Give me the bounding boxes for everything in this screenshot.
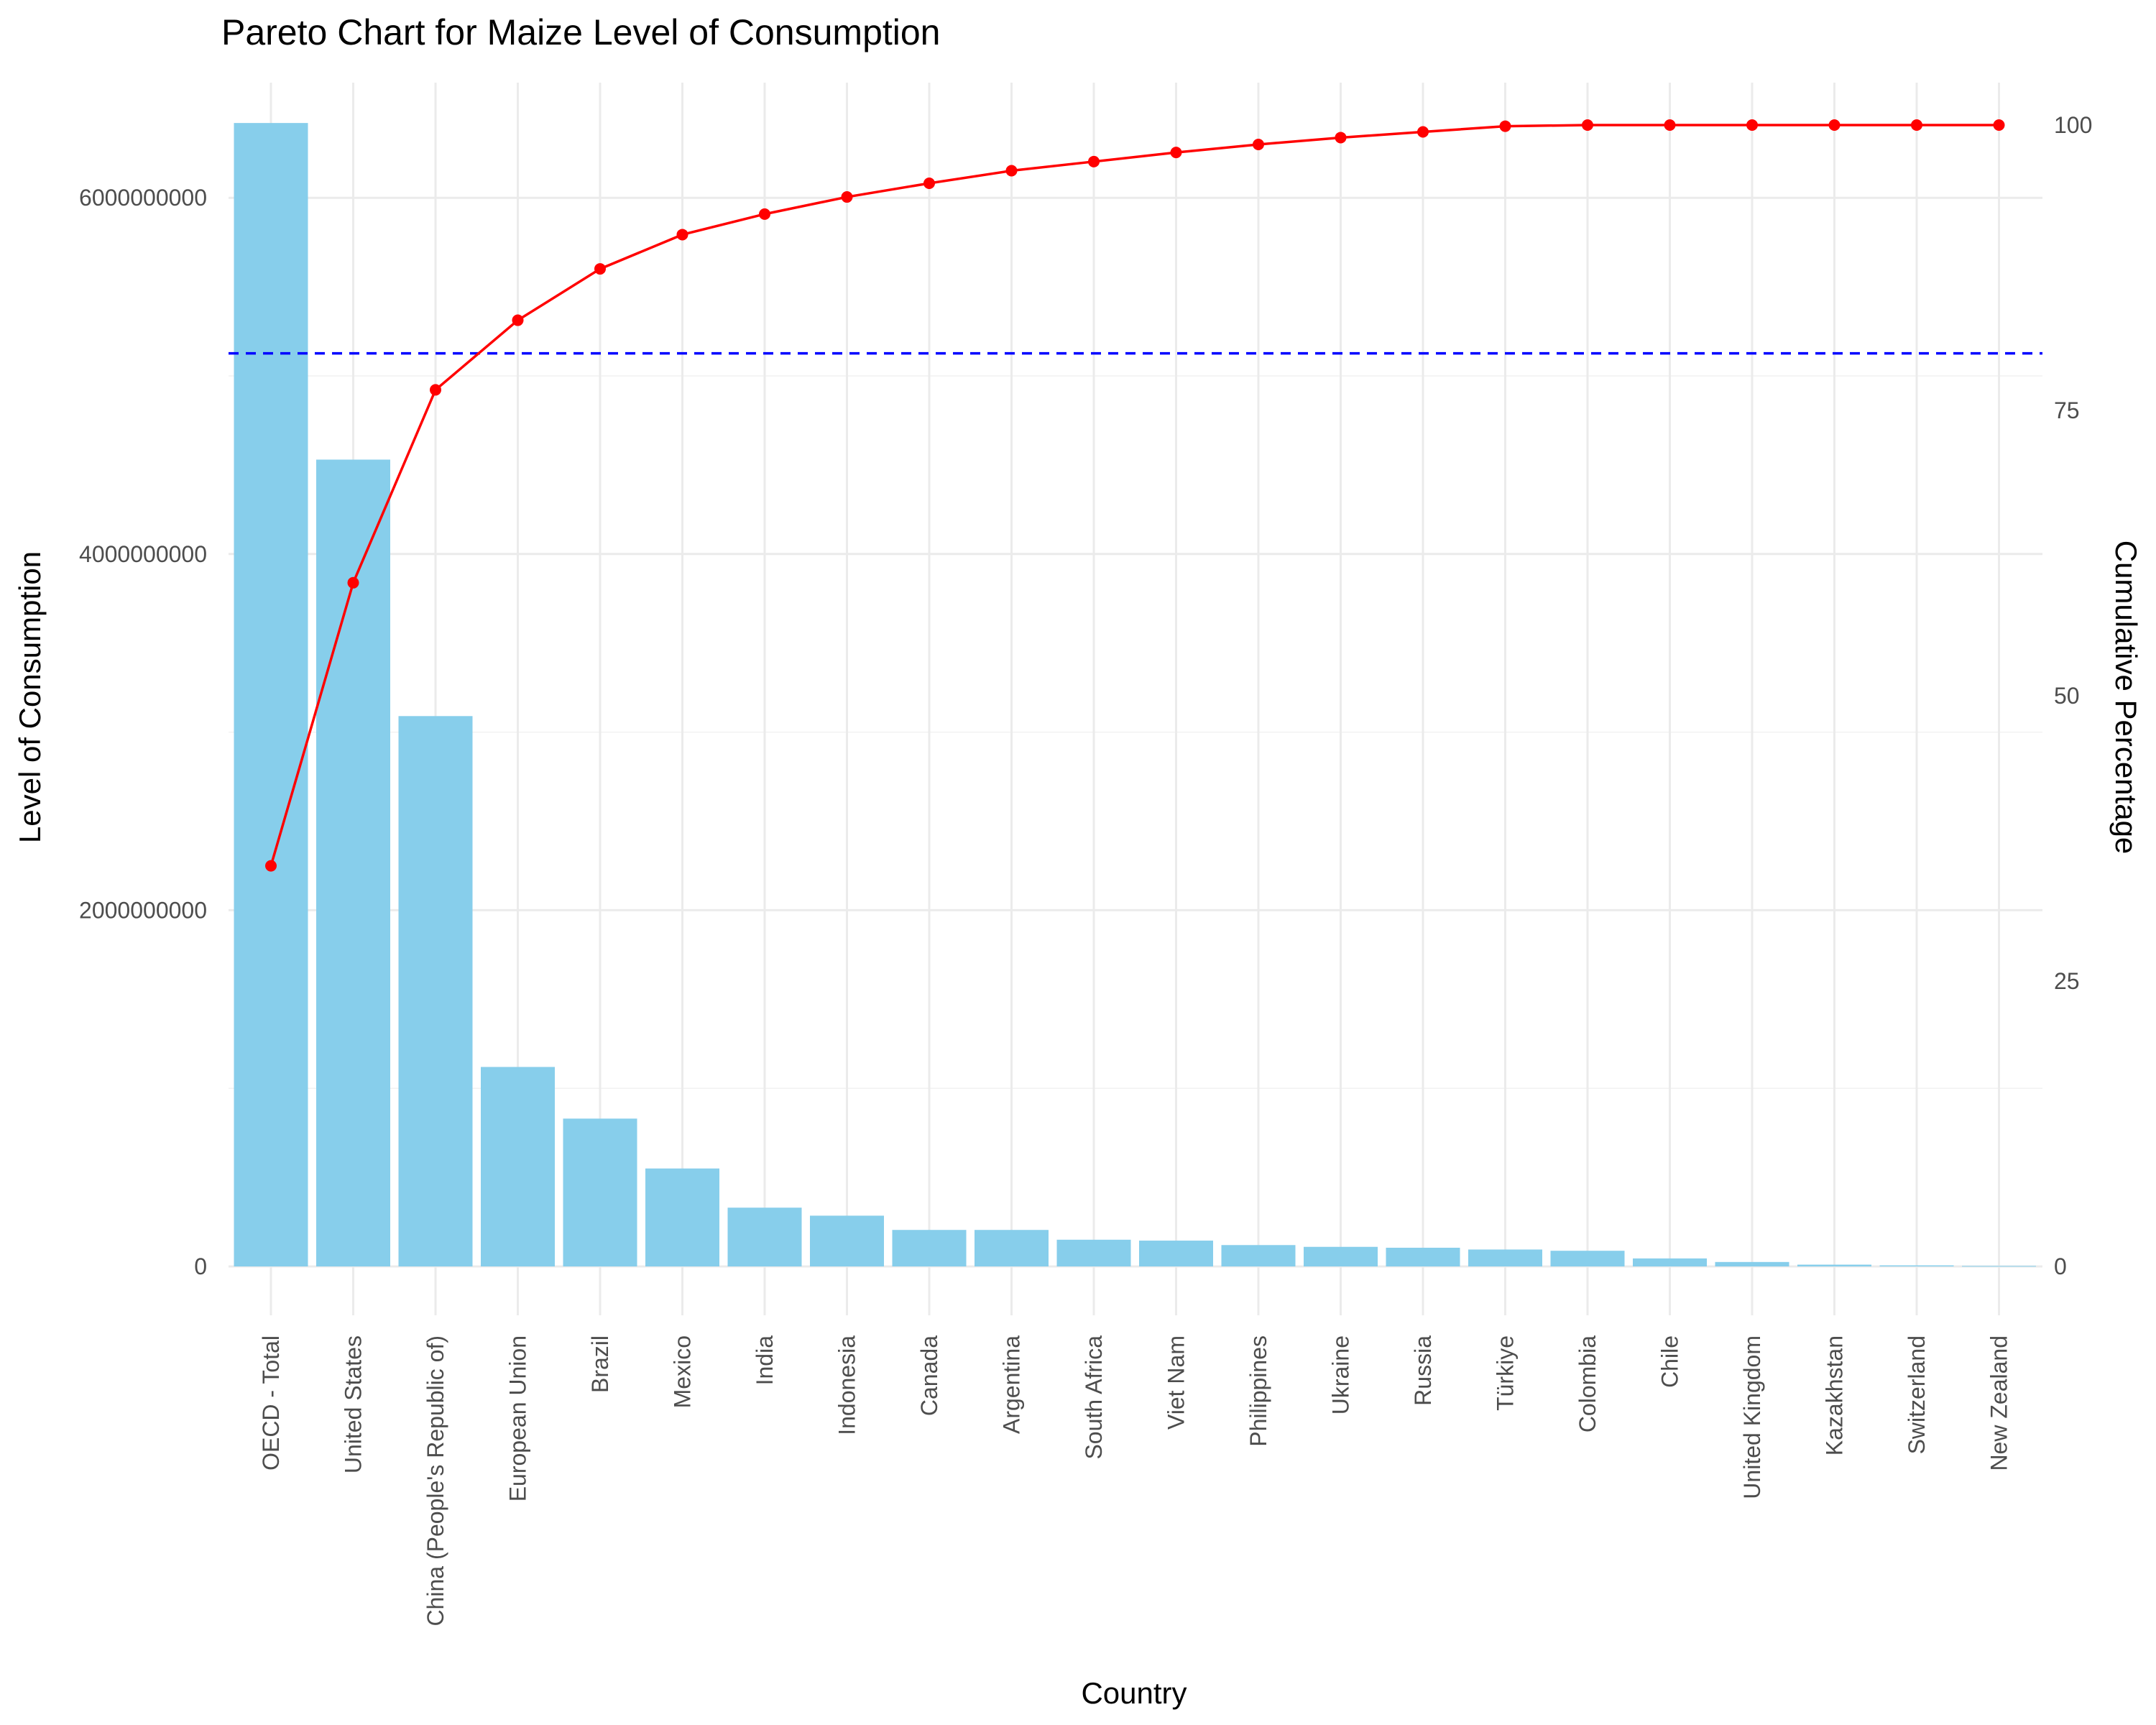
y-tick-label: 4000000000 [79,541,207,567]
y2-axis-ticks: 0 25 50 75 100 [2054,112,2092,1279]
x-tick-label: New Zealand [1986,1335,2012,1471]
bar [1139,1241,1213,1266]
major-grid [229,83,2042,1315]
x-tick-label: European Union [505,1335,531,1501]
bars [234,123,2036,1267]
x-tick-label: Russia [1410,1335,1436,1406]
cumulative-point [594,263,606,275]
bar [563,1118,637,1266]
chart-title: Pareto Chart for Maize Level of Consumpt… [221,12,941,52]
x-tick-label: Argentina [999,1335,1025,1434]
y2-tick-label: 0 [2054,1254,2067,1279]
x-axis-ticks: OECD - Total United States China (People's… [258,1335,2012,1627]
x-tick-label: Viet Nam [1164,1335,1189,1430]
cumulative-point [1253,138,1264,150]
bar [645,1168,719,1266]
x-tick-label: Switzerland [1904,1335,1930,1454]
cumulative-point [265,860,277,872]
cumulative-point [759,208,770,220]
cumulative-point [1828,119,1841,131]
x-tick-label: United States [341,1335,367,1473]
x-tick-label: China (People's Republic of) [423,1335,448,1627]
cumulative-point [1582,119,1593,131]
cumulative-point [1005,165,1018,177]
bar [1386,1247,1460,1266]
cumulative-point [923,177,935,189]
cumulative-point [430,384,441,396]
bar [810,1215,884,1266]
x-tick-label: United Kingdom [1739,1335,1765,1499]
bar [316,459,390,1266]
y2-tick-label: 50 [2054,683,2080,709]
bar [398,716,473,1266]
x-tick-label: Türkiye [1493,1335,1519,1411]
cumulative-point [1088,155,1100,167]
x-tick-label: OECD - Total [258,1335,284,1471]
y2-tick-label: 75 [2054,397,2080,423]
cumulative-point [347,576,359,589]
x-axis-title: Country [1081,1676,1187,1710]
cumulative-point [1335,132,1347,144]
y2-tick-label: 25 [2054,968,2080,994]
y-tick-label: 0 [194,1254,207,1279]
x-tick-label: Brazil [587,1335,613,1393]
y2-axis-title: Cumulative Percentage [2109,540,2143,855]
cumulative-point [512,314,524,326]
bar [1797,1264,1871,1266]
cumulative-point [1417,126,1429,138]
x-tick-label: Indonesia [834,1335,860,1435]
y-tick-label: 6000000000 [79,185,207,211]
y-axis-title: Level of Consumption [13,551,47,843]
cumulative-point [1664,119,1676,131]
bar [234,123,308,1266]
x-tick-label: Kazakhstan [1822,1335,1848,1455]
cumulative-point [1499,120,1511,132]
x-tick-label: South Africa [1081,1335,1107,1460]
x-tick-label: Colombia [1575,1335,1600,1432]
cumulative-point [1993,119,2005,131]
cumulative-point [841,191,853,203]
bar [727,1208,802,1266]
cumulative-point [1911,119,1922,131]
x-tick-label: Mexico [670,1335,696,1408]
x-tick-label: Chile [1657,1335,1683,1388]
bar [975,1230,1049,1266]
x-tick-label: India [752,1335,778,1386]
cumulative-point [676,229,688,241]
bar [1715,1261,1789,1266]
cumulative-line [270,124,1999,867]
cumulative-line-group [265,119,2005,872]
bar [481,1067,555,1266]
x-tick-label: Philippines [1245,1335,1271,1447]
bar [1304,1246,1378,1266]
bar [1468,1249,1542,1266]
cumulative-point [1170,147,1182,159]
y2-tick-label: 100 [2054,112,2092,138]
x-tick-label: Ukraine [1328,1335,1354,1414]
y-tick-label: 2000000000 [79,897,207,923]
bar [1056,1239,1131,1266]
minor-grid [229,375,2042,1089]
bar [1550,1251,1625,1266]
bar [1221,1245,1296,1266]
cumulative-point [1746,119,1758,131]
bar [1633,1258,1707,1266]
bar [892,1230,967,1266]
x-tick-label: Canada [916,1335,942,1416]
y-axis-ticks: 0 2000000000 4000000000 6000000000 [79,185,207,1279]
